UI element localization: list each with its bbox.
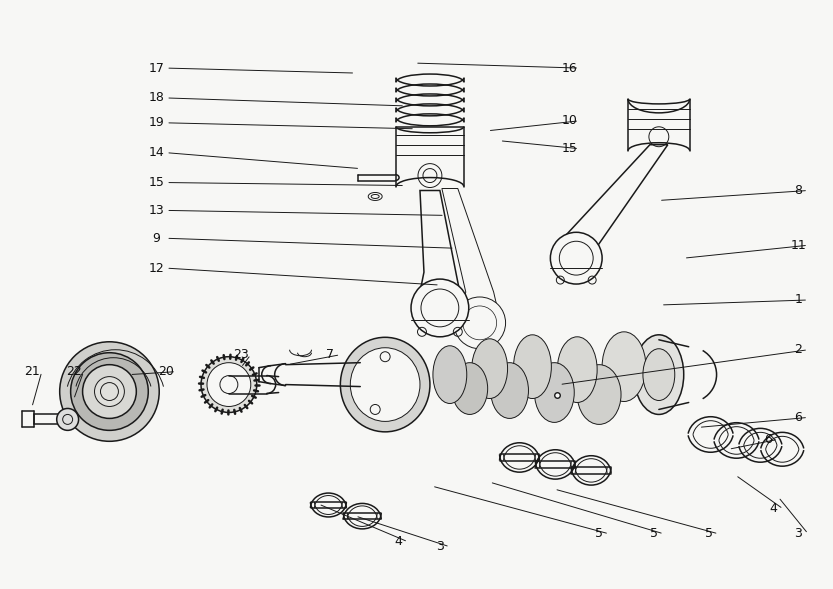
Text: 3: 3 — [794, 527, 802, 540]
Ellipse shape — [577, 365, 621, 425]
Text: 5: 5 — [650, 527, 658, 540]
Text: 19: 19 — [148, 116, 164, 130]
Text: 14: 14 — [148, 146, 164, 159]
Ellipse shape — [634, 335, 684, 415]
Text: 15: 15 — [561, 142, 577, 155]
Text: 15: 15 — [148, 176, 164, 189]
Text: 23: 23 — [233, 348, 249, 361]
Ellipse shape — [82, 365, 137, 418]
Text: 7: 7 — [327, 348, 334, 361]
Ellipse shape — [454, 297, 506, 349]
Ellipse shape — [94, 376, 124, 406]
Text: 5: 5 — [595, 527, 603, 540]
Text: 4: 4 — [394, 535, 402, 548]
Ellipse shape — [451, 363, 487, 415]
Text: 2: 2 — [794, 343, 802, 356]
Text: 20: 20 — [158, 365, 174, 378]
Text: 6: 6 — [794, 411, 802, 424]
Text: 5: 5 — [705, 527, 712, 540]
Polygon shape — [441, 188, 500, 318]
Ellipse shape — [433, 346, 466, 403]
Ellipse shape — [471, 339, 507, 399]
Ellipse shape — [411, 279, 469, 337]
Text: 17: 17 — [148, 62, 164, 75]
Text: 9: 9 — [152, 231, 160, 245]
Text: 22: 22 — [66, 365, 82, 378]
Ellipse shape — [60, 342, 159, 441]
Ellipse shape — [201, 357, 257, 412]
Ellipse shape — [602, 332, 646, 402]
Text: 3: 3 — [436, 540, 444, 553]
Text: 11: 11 — [791, 239, 806, 252]
Ellipse shape — [643, 349, 675, 401]
Ellipse shape — [535, 363, 574, 422]
Ellipse shape — [71, 353, 148, 431]
Ellipse shape — [551, 232, 602, 284]
Ellipse shape — [341, 337, 430, 432]
Text: 1: 1 — [794, 293, 802, 306]
Ellipse shape — [57, 408, 78, 431]
Text: 8: 8 — [794, 184, 802, 197]
Text: 13: 13 — [148, 204, 164, 217]
Text: 6: 6 — [765, 433, 772, 446]
Text: 18: 18 — [148, 91, 164, 104]
Polygon shape — [559, 145, 668, 262]
Ellipse shape — [513, 335, 551, 399]
Text: 10: 10 — [561, 114, 577, 127]
Ellipse shape — [557, 337, 597, 402]
Ellipse shape — [207, 363, 251, 406]
Text: 16: 16 — [561, 62, 577, 75]
Text: 4: 4 — [770, 502, 777, 515]
Polygon shape — [418, 190, 461, 302]
Text: 12: 12 — [148, 262, 164, 274]
Ellipse shape — [351, 348, 420, 421]
Text: 21: 21 — [24, 365, 40, 378]
Ellipse shape — [491, 363, 528, 418]
